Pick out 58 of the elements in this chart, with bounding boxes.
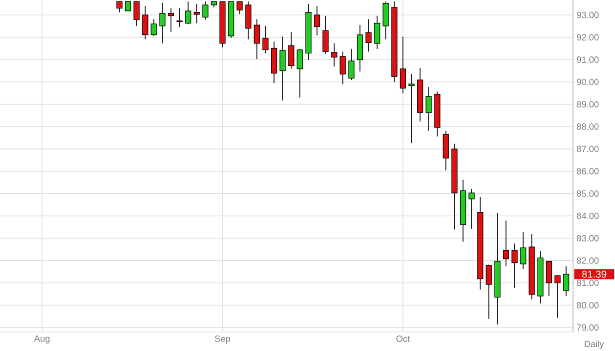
candlestick [366,18,372,52]
x-tick-label: Sep [214,336,230,344]
candlestick [520,232,526,270]
candlestick [116,1,122,13]
candlestick [408,74,415,144]
y-tick-label: 83.00 [576,235,599,242]
candlestick [194,4,200,24]
candlestick [331,42,338,67]
text: Daily [584,340,604,349]
candlestick [400,36,406,94]
candlestick [185,1,192,24]
y-tick-label: 79.00 [576,324,599,331]
y-tick-label: 90.00 [576,78,599,86]
y-tick-label: 86.00 [576,168,599,174]
y-tick-label: 80.00 [576,302,599,308]
candlestick [236,1,243,14]
candlestick [288,32,294,70]
candlestick [150,18,157,36]
candlestick [426,86,432,132]
candlestick [254,18,260,60]
candlestick [134,1,140,26]
x-tick-label: Oct [396,336,410,342]
candlestick [124,1,132,12]
y-tick-label: 93.00 [576,12,599,18]
candlestick [245,1,252,40]
candlestick [340,51,346,85]
y-tick-label: 84.00 [576,212,599,220]
candlestick [554,275,561,318]
candlestick [176,8,183,28]
x-tick-label: Aug [34,336,50,344]
candlestick [168,8,174,32]
y-tick-label: 89.00 [576,101,599,108]
candlestick [262,26,269,54]
y-tick-label: 88.00 [576,123,599,130]
candlestick [280,36,286,101]
candlestick [442,130,449,171]
candlestick [314,6,320,36]
candlestick [202,1,208,20]
y-tick-label: 82.00 [576,257,599,264]
candlestick [563,266,570,296]
y-tick-label: 91.00 [576,56,599,63]
candlestick [512,243,518,288]
candlestick [296,48,303,98]
candlestick [486,264,492,320]
candlestick [374,15,380,50]
y-tick-label: 85.00 [576,190,599,197]
candlestick [322,15,329,54]
text: 81.39 [582,270,606,278]
candlestick [382,1,389,40]
candlestick [142,6,148,40]
y-tick-label: 87.00 [576,146,599,152]
candlestick [502,220,510,267]
candlestick [546,260,552,296]
y-tick-label: 81.00 [576,280,599,286]
y-tick-label: 92.00 [576,34,599,40]
candlestick [348,48,354,80]
candlestick [468,188,475,230]
candlestick [159,2,166,44]
